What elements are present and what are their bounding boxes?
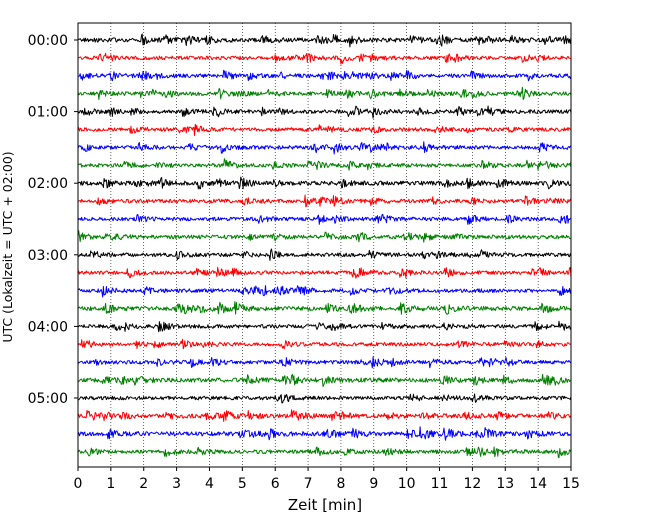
trace-line bbox=[77, 320, 572, 333]
trace-line bbox=[77, 141, 572, 155]
x-axis-label: Zeit [min] bbox=[288, 496, 362, 514]
x-tick-label: 5 bbox=[238, 476, 247, 492]
trace-line bbox=[77, 86, 572, 100]
trace-line bbox=[77, 301, 572, 315]
trace-line bbox=[77, 230, 571, 243]
x-tick-label: 1 bbox=[106, 476, 115, 492]
trace-line bbox=[77, 69, 572, 82]
x-gridlines bbox=[110, 23, 539, 467]
trace-line bbox=[77, 393, 572, 404]
trace-line bbox=[77, 409, 572, 422]
trace-line bbox=[77, 176, 572, 190]
plot-frame bbox=[77, 22, 572, 468]
y-tick-label: 01:00 bbox=[28, 105, 68, 121]
y-tick-label: 00:00 bbox=[28, 33, 68, 49]
x-tick-label: 4 bbox=[205, 476, 214, 492]
y-tick-label: 05:00 bbox=[28, 391, 68, 407]
trace-line bbox=[77, 426, 572, 441]
trace-line bbox=[77, 52, 572, 65]
trace-line bbox=[77, 33, 572, 48]
x-tick-label: 7 bbox=[304, 476, 313, 492]
trace-line bbox=[77, 338, 572, 350]
x-tick-label: 0 bbox=[74, 476, 83, 492]
trace-line bbox=[77, 446, 572, 459]
trace-line bbox=[77, 285, 572, 298]
x-tick-label: 14 bbox=[529, 476, 547, 492]
x-tick-label: 9 bbox=[369, 476, 378, 492]
y-axis-label: UTC (Lokalzeit = UTC + 02:00) bbox=[0, 151, 15, 342]
trace-line bbox=[77, 266, 572, 279]
trace-line bbox=[77, 105, 572, 119]
y-tick-label: 04:00 bbox=[28, 319, 68, 335]
x-tick-label: 6 bbox=[271, 476, 280, 492]
trace-line bbox=[77, 123, 572, 136]
x-tick-label: 8 bbox=[336, 476, 345, 492]
trace-line bbox=[77, 373, 572, 387]
traces-group bbox=[77, 33, 572, 459]
x-tick-label: 2 bbox=[139, 476, 148, 492]
trace-line bbox=[77, 213, 572, 225]
y-tick-label: 02:00 bbox=[28, 176, 68, 192]
x-tick-label: 3 bbox=[172, 476, 181, 492]
y-axis: 00:00 01:00 02:00 03:00 04:00 05:00 bbox=[28, 33, 78, 407]
x-tick-label: 11 bbox=[431, 476, 449, 492]
trace-line bbox=[77, 194, 572, 208]
y-tick-label: 03:00 bbox=[28, 248, 68, 264]
x-axis: 0 1 2 3 4 5 6 7 8 9 10 11 12 13 14 15 bbox=[74, 467, 580, 492]
x-tick-label: 10 bbox=[398, 476, 416, 492]
trace-line bbox=[77, 248, 572, 261]
trace-line bbox=[77, 158, 572, 171]
x-tick-label: 12 bbox=[463, 476, 481, 492]
x-tick-label: 15 bbox=[562, 476, 580, 492]
x-tick-label: 13 bbox=[496, 476, 514, 492]
trace-line bbox=[77, 356, 572, 369]
